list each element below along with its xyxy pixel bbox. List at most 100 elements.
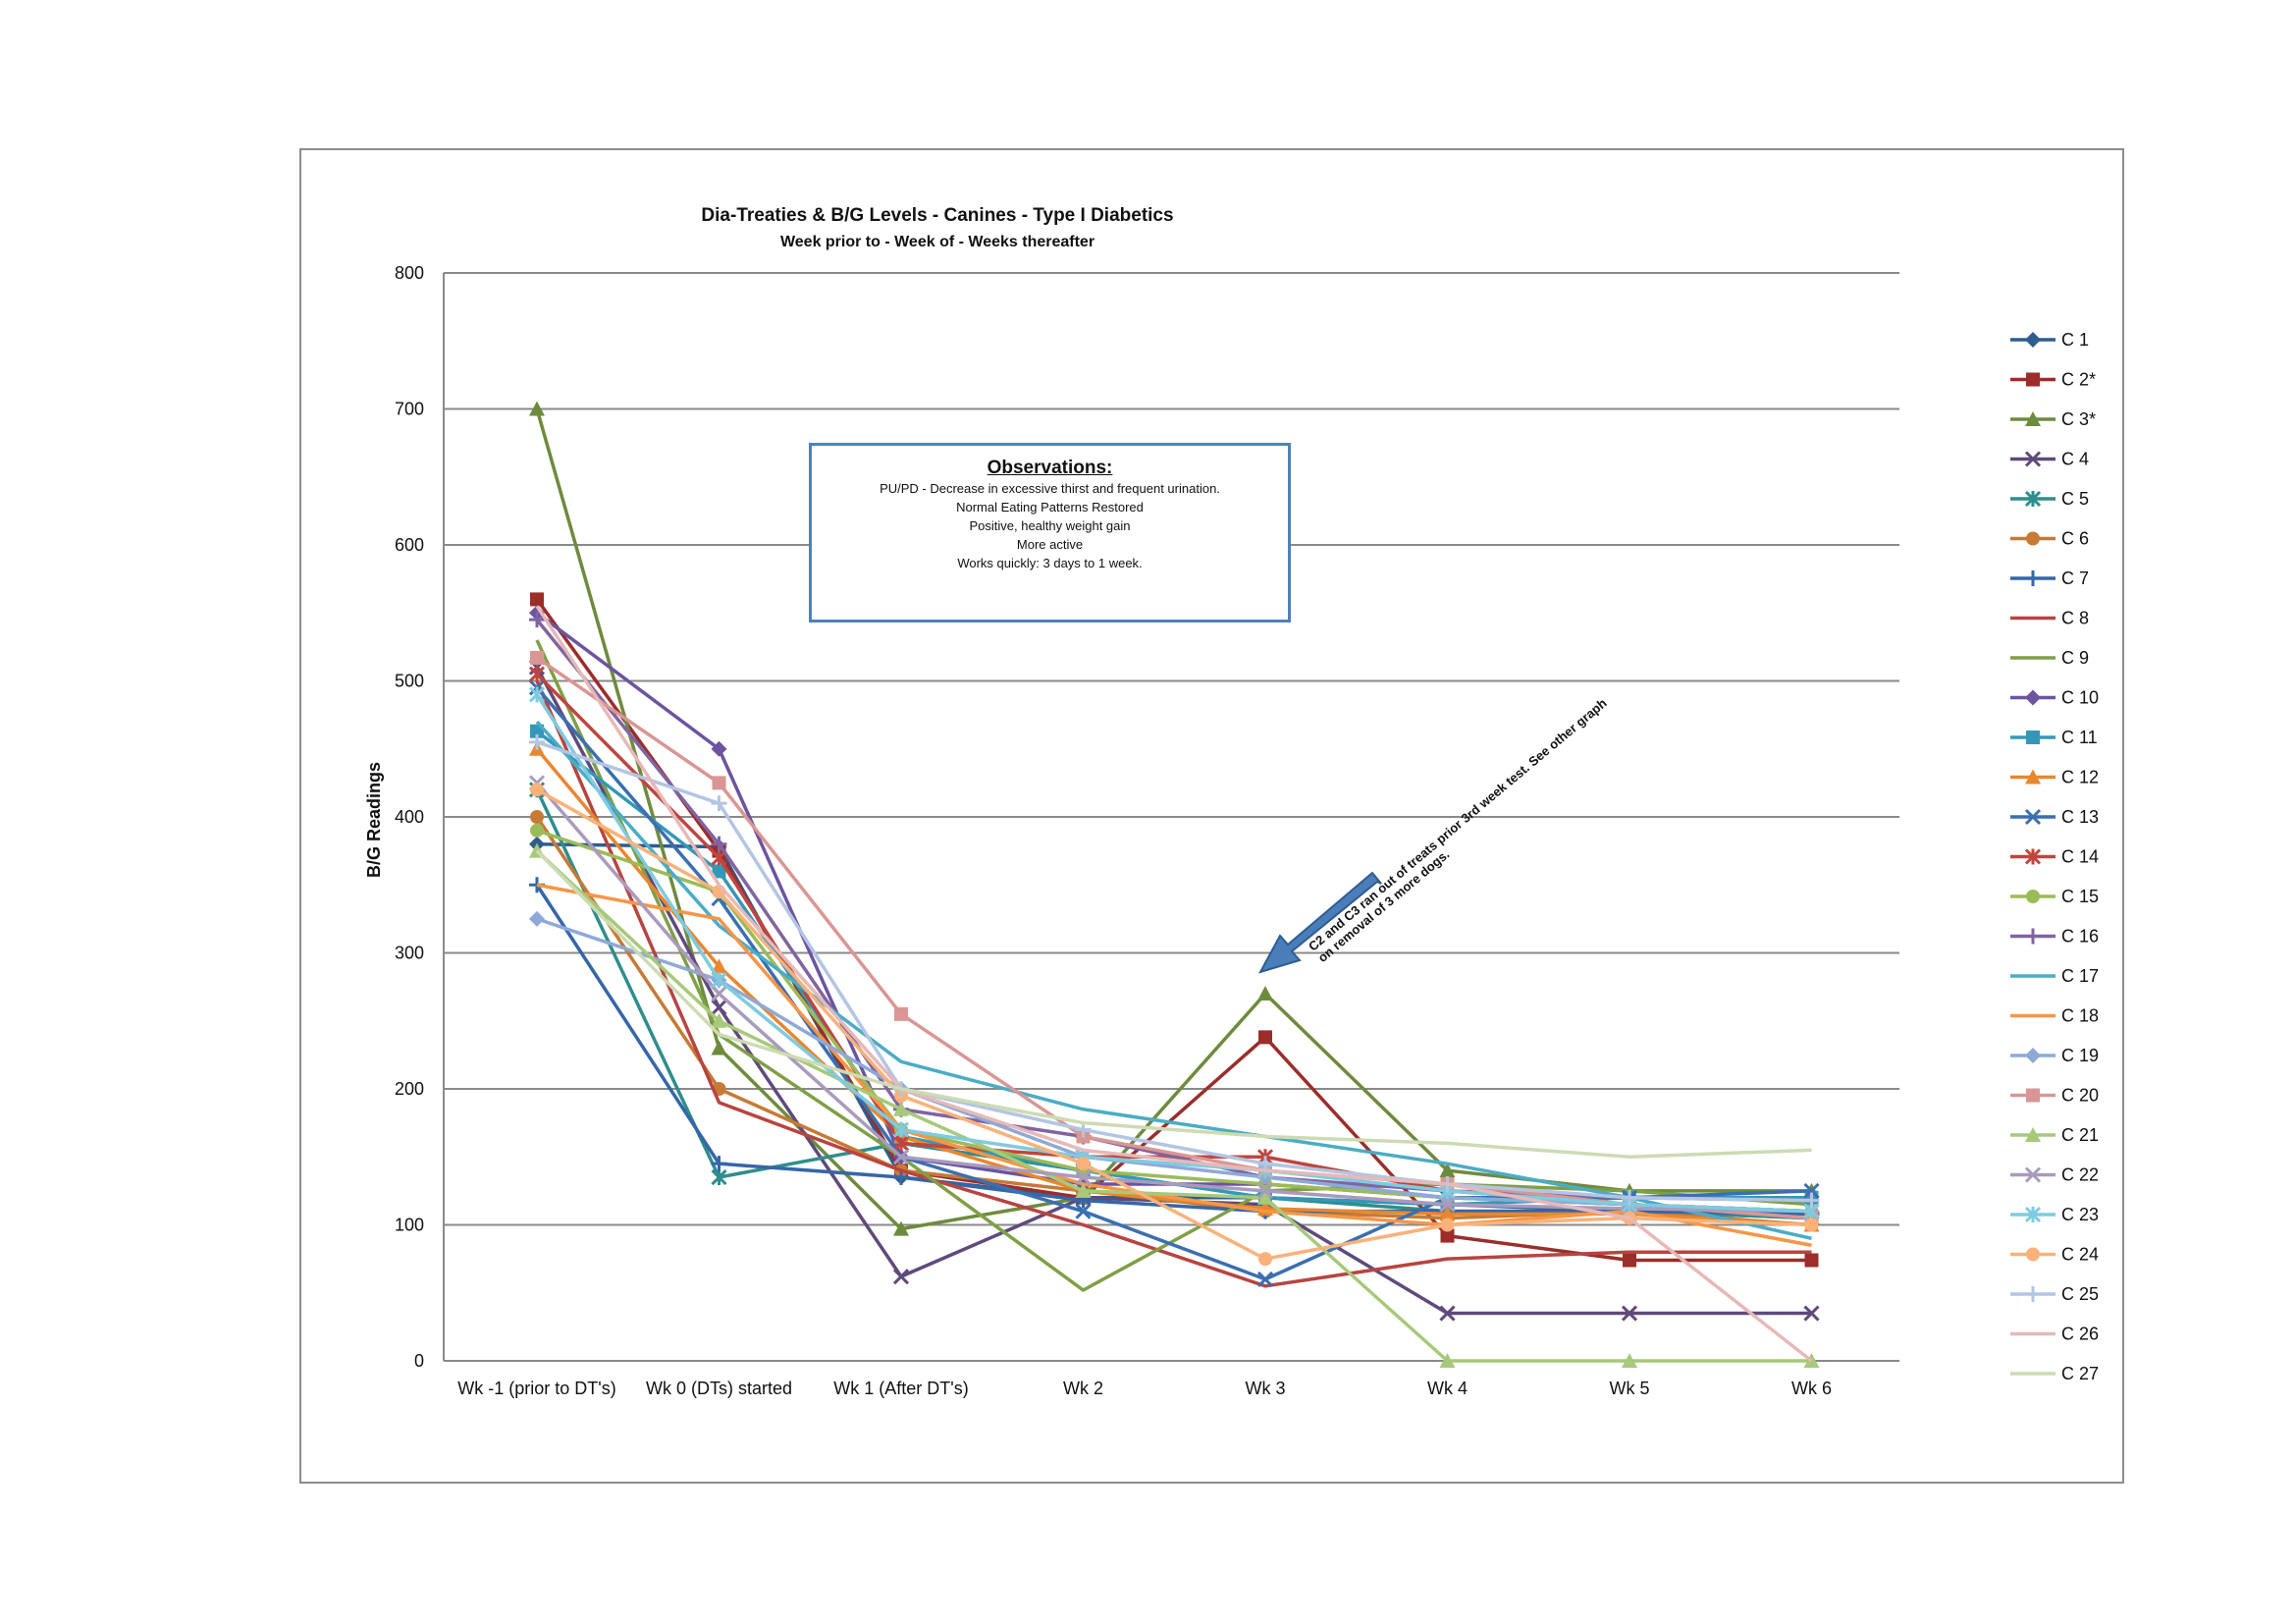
x-tick-label: Wk -1 (prior to DT's) bbox=[457, 1379, 615, 1398]
data-point bbox=[1256, 1271, 1274, 1287]
data-point bbox=[528, 666, 546, 682]
y-axis-label: B/G Readings bbox=[364, 762, 384, 878]
data-point bbox=[711, 836, 727, 852]
series-line bbox=[536, 656, 1812, 1220]
data-point bbox=[529, 733, 545, 750]
series-line bbox=[535, 849, 1812, 1159]
legend-item: C 13 bbox=[2010, 807, 2099, 827]
observation-line: Normal Eating Patterns Restored bbox=[956, 500, 1144, 514]
series-c-26 bbox=[535, 605, 1813, 1363]
legend-label: C 10 bbox=[2061, 688, 2099, 708]
data-point bbox=[1622, 1189, 1637, 1206]
data-point bbox=[2024, 848, 2042, 865]
series-c-27 bbox=[535, 849, 1812, 1159]
data-point bbox=[530, 592, 544, 607]
legend-item: C 12 bbox=[2010, 768, 2099, 787]
y-tick-label: 0 bbox=[414, 1351, 424, 1371]
data-point bbox=[711, 1156, 727, 1172]
legend-item: C 21 bbox=[2010, 1125, 2099, 1145]
observations-title: Observations: bbox=[987, 458, 1113, 478]
data-point bbox=[2025, 689, 2041, 706]
data-point bbox=[1804, 1253, 1819, 1268]
data-point bbox=[1439, 1206, 1456, 1221]
data-point bbox=[892, 1135, 910, 1152]
y-tick-label: 800 bbox=[395, 263, 424, 283]
data-point bbox=[712, 776, 726, 790]
data-point bbox=[1439, 1305, 1456, 1322]
data-point bbox=[529, 910, 545, 927]
legend-label: C 12 bbox=[2061, 768, 2099, 787]
chart-frame bbox=[299, 148, 2124, 1484]
legend-item: C 26 bbox=[2010, 1325, 2099, 1344]
data-point bbox=[529, 612, 545, 628]
data-point bbox=[2025, 769, 2041, 785]
data-point bbox=[893, 1101, 909, 1116]
legend-item: C 3* bbox=[2010, 409, 2096, 429]
data-point bbox=[892, 1269, 910, 1285]
legend-label: C 3* bbox=[2061, 409, 2096, 429]
observations-box: Observations: PU/PD - Decrease in excess… bbox=[809, 443, 1291, 623]
data-point bbox=[711, 1168, 727, 1186]
data-point bbox=[1803, 1182, 1820, 1199]
data-point bbox=[2024, 1166, 2042, 1183]
data-point bbox=[892, 1121, 910, 1138]
data-point bbox=[711, 958, 727, 974]
data-point bbox=[893, 1220, 909, 1236]
chart-title: Dia-Treaties & B/G Levels - Canines - Ty… bbox=[701, 205, 1173, 226]
data-point bbox=[1258, 1252, 1272, 1267]
data-point bbox=[1076, 1157, 1091, 1171]
y-tick-label: 100 bbox=[395, 1216, 424, 1235]
data-point bbox=[1256, 1182, 1274, 1199]
legend-item: C 17 bbox=[2010, 966, 2099, 986]
legend-label: C 18 bbox=[2061, 1006, 2099, 1026]
data-point bbox=[2024, 1206, 2042, 1223]
legend-item: C 5 bbox=[2010, 489, 2089, 509]
legend-label: C 23 bbox=[2061, 1205, 2099, 1224]
data-point bbox=[2026, 731, 2040, 744]
data-point bbox=[711, 972, 727, 989]
legend-item: C 9 bbox=[2010, 648, 2089, 668]
legend-item: C 10 bbox=[2010, 688, 2099, 708]
data-point bbox=[711, 1040, 727, 1056]
legend-item: C 6 bbox=[2010, 529, 2089, 549]
series-c-9 bbox=[535, 639, 1812, 1292]
legend-label: C 17 bbox=[2061, 966, 2099, 986]
data-point bbox=[530, 823, 544, 838]
legend-label: C 2* bbox=[2061, 370, 2096, 390]
chart-subtitle: Week prior to - Week of - Weeks thereaft… bbox=[780, 234, 1095, 250]
legend-item: C 23 bbox=[2010, 1205, 2099, 1224]
series-line bbox=[535, 605, 1813, 1363]
y-tick-label: 400 bbox=[395, 807, 424, 827]
legend-label: C 20 bbox=[2061, 1086, 2099, 1106]
x-tick-label: Wk 2 bbox=[1063, 1379, 1103, 1398]
data-point bbox=[1257, 1189, 1273, 1205]
legend-label: C 19 bbox=[2061, 1046, 2099, 1065]
y-tick-label: 500 bbox=[395, 672, 424, 691]
data-point bbox=[711, 1012, 727, 1028]
data-point bbox=[894, 1006, 908, 1021]
data-point bbox=[1439, 1163, 1456, 1178]
legend-label: C 11 bbox=[2061, 728, 2098, 747]
data-point bbox=[1623, 1253, 1636, 1268]
data-point bbox=[2026, 372, 2040, 387]
data-point bbox=[711, 795, 727, 812]
legend-label: C 25 bbox=[2061, 1284, 2099, 1304]
data-point bbox=[1622, 1353, 1637, 1368]
data-point bbox=[2025, 411, 2041, 426]
legend-item: C 4 bbox=[2010, 450, 2089, 469]
x-tick-label: Wk 5 bbox=[1609, 1379, 1649, 1398]
series-line bbox=[536, 787, 1812, 1261]
data-point bbox=[1075, 1203, 1092, 1219]
legend-item: C 11 bbox=[2010, 728, 2098, 747]
data-point bbox=[1439, 1196, 1456, 1213]
series-c-20 bbox=[530, 650, 1819, 1225]
x-tick-label: Wk 1 (After DT's) bbox=[833, 1379, 968, 1398]
annotation-arrow bbox=[1257, 871, 1382, 974]
legend-label: C 14 bbox=[2061, 847, 2099, 867]
legend-item: C 22 bbox=[2010, 1165, 2099, 1185]
x-tick-label: Wk 4 bbox=[1427, 1379, 1468, 1398]
observation-line: Positive, healthy weight gain bbox=[969, 518, 1131, 533]
series-lines bbox=[528, 401, 1820, 1368]
data-point bbox=[2025, 1286, 2041, 1302]
series-line bbox=[536, 917, 1812, 1214]
